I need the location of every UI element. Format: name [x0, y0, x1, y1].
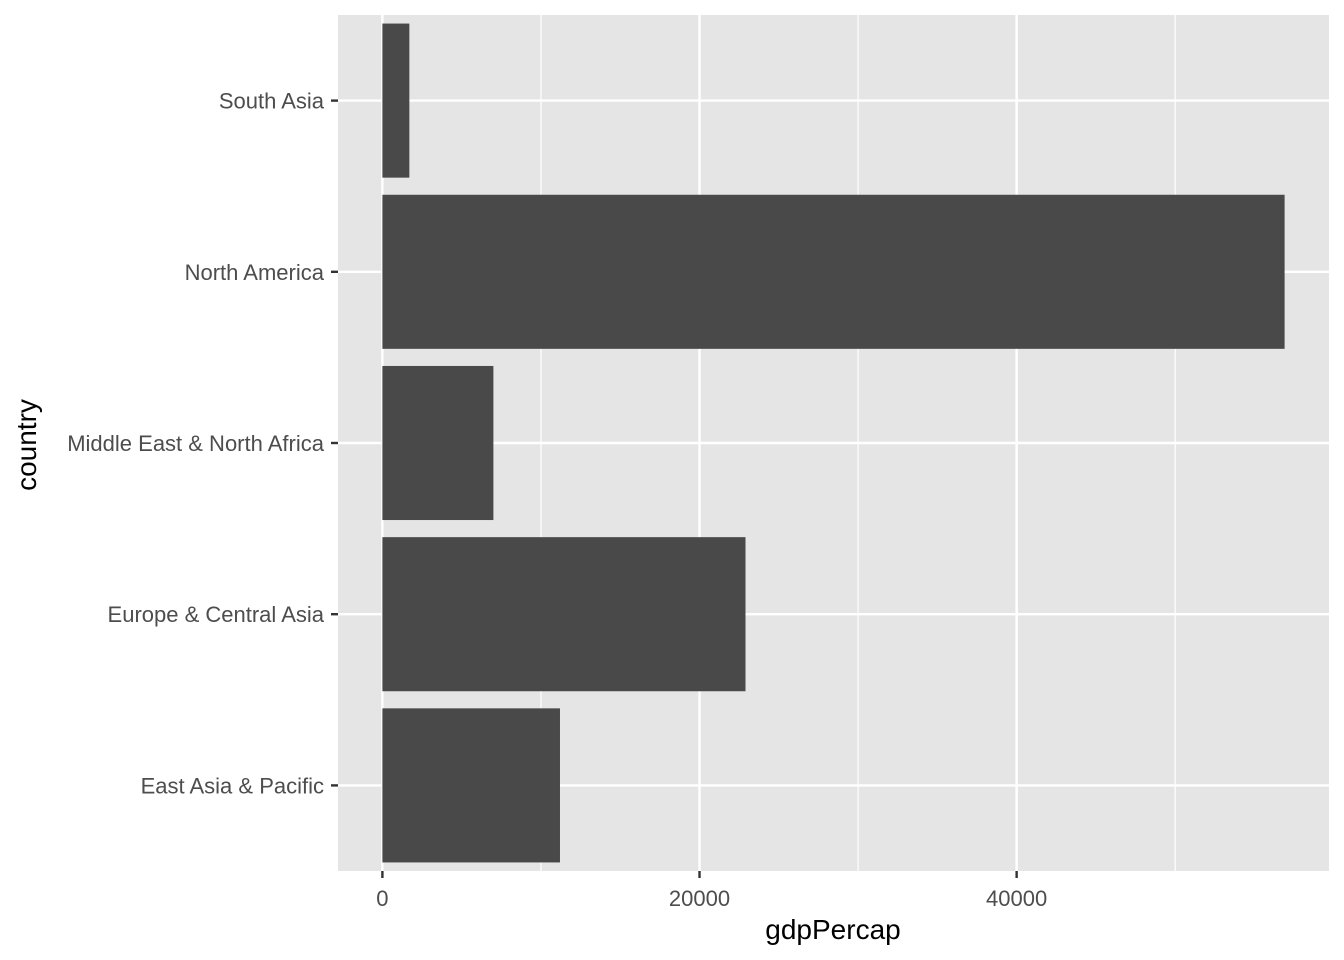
- x-axis-ticks: 0 20000 40000: [376, 871, 1047, 911]
- x-tick-label: 0: [376, 886, 388, 911]
- y-axis-ticks: East Asia & Pacific Europe & Central Asia…: [67, 89, 338, 798]
- x-axis-title: gdpPercap: [765, 914, 900, 945]
- y-tick-label: Europe & Central Asia: [108, 602, 325, 627]
- bar: [382, 708, 560, 863]
- y-axis-title: country: [11, 399, 42, 491]
- bars: [382, 23, 1285, 863]
- x-tick-label: 40000: [986, 886, 1047, 911]
- bar: [382, 194, 1285, 349]
- y-tick-label: North America: [185, 260, 325, 285]
- bar: [382, 537, 746, 692]
- x-tick-label: 20000: [669, 886, 730, 911]
- bar: [382, 23, 410, 178]
- y-tick-label: East Asia & Pacific: [141, 773, 324, 798]
- y-tick-label: South Asia: [219, 89, 325, 114]
- y-tick-label: Middle East & North Africa: [67, 431, 325, 456]
- bar: [382, 365, 494, 521]
